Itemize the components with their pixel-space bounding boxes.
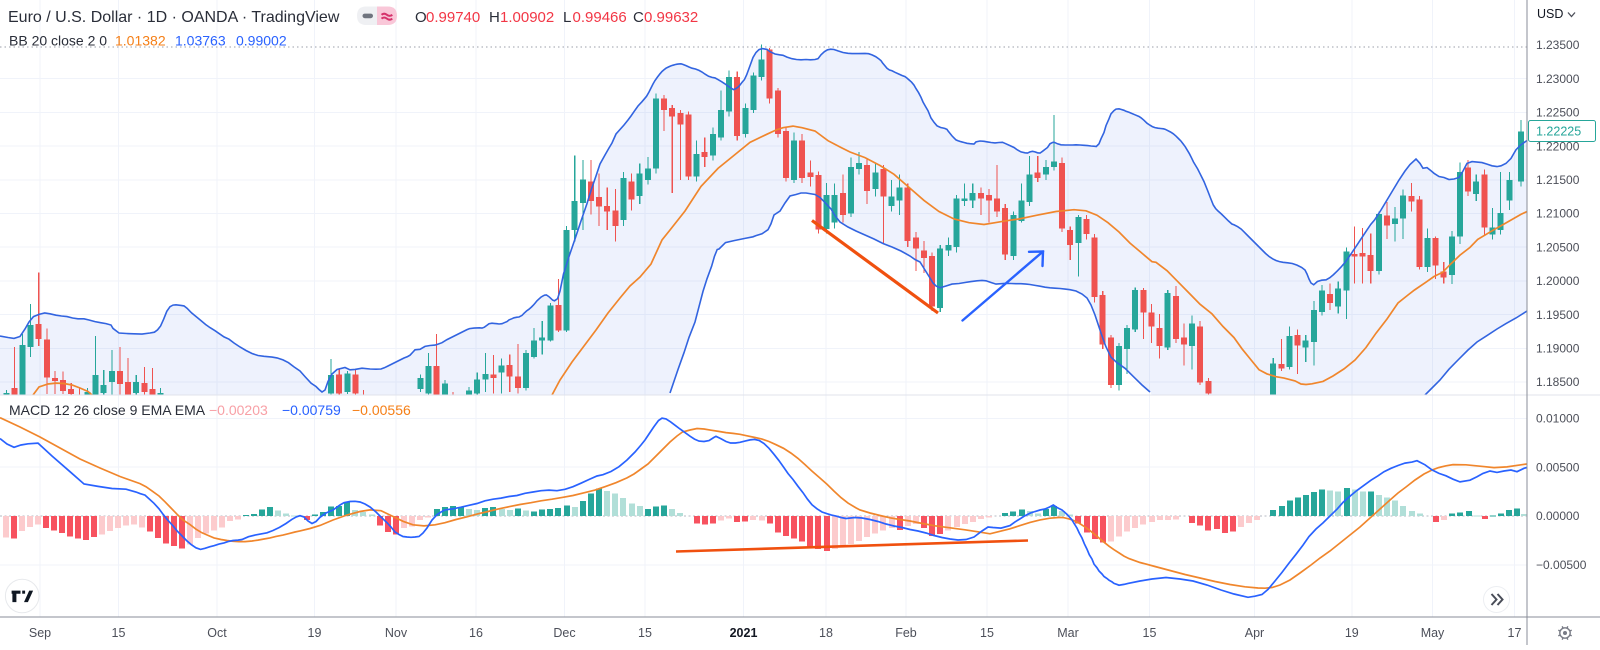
svg-text:1.21500: 1.21500 [1536,173,1580,187]
svg-text:O: O [415,9,427,26]
svg-text:18: 18 [819,626,833,640]
svg-text:Mar: Mar [1057,626,1079,640]
svg-text:1.18500: 1.18500 [1536,375,1580,389]
svg-text:Feb: Feb [895,626,917,640]
svg-text:1.23000: 1.23000 [1536,72,1580,86]
svg-text:15: 15 [112,626,126,640]
svg-text:19: 19 [1345,626,1359,640]
svg-text:1.20500: 1.20500 [1536,240,1580,254]
svg-text:Euro / U.S. Dollar · 1D · OAND: Euro / U.S. Dollar · 1D · OANDA · Tradin… [8,9,340,26]
svg-text:15: 15 [980,626,994,640]
svg-text:1.00902: 1.00902 [500,9,554,26]
svg-text:C: C [633,9,644,26]
svg-text:1.22225: 1.22225 [1536,124,1581,138]
svg-text:Nov: Nov [385,626,408,640]
svg-text:Oct: Oct [207,626,227,640]
svg-text:Sep: Sep [29,626,51,640]
svg-text:17: 17 [1508,626,1522,640]
svg-text:16: 16 [469,626,483,640]
svg-text:L: L [563,9,571,26]
svg-text:MACD 12 26 close 9 EMA EMA: MACD 12 26 close 9 EMA EMA [9,402,206,418]
svg-text:15: 15 [1143,626,1157,640]
svg-text:15: 15 [638,626,652,640]
svg-text:0.99002: 0.99002 [236,33,287,49]
svg-text:0.00000: 0.00000 [1536,509,1580,523]
svg-text:−0.00556: −0.00556 [352,402,411,418]
svg-text:1.22000: 1.22000 [1536,139,1580,153]
svg-text:May: May [1421,626,1445,640]
svg-text:2021: 2021 [730,626,758,640]
svg-text:−0.00759: −0.00759 [282,402,341,418]
svg-text:1.19500: 1.19500 [1536,308,1580,322]
svg-text:19: 19 [308,626,322,640]
svg-text:1.01382: 1.01382 [115,33,166,49]
svg-text:USD: USD [1537,7,1563,21]
svg-text:Dec: Dec [553,626,575,640]
svg-text:0.00500: 0.00500 [1536,460,1580,474]
svg-text:BB 20 close 2 0: BB 20 close 2 0 [9,33,107,49]
svg-text:0.01000: 0.01000 [1536,412,1580,426]
svg-text:1.22500: 1.22500 [1536,106,1580,120]
svg-text:0.99466: 0.99466 [573,9,627,26]
svg-text:1.23500: 1.23500 [1536,38,1580,52]
svg-text:1.03763: 1.03763 [175,33,226,49]
svg-text:1.19000: 1.19000 [1536,342,1580,356]
svg-text:1.20000: 1.20000 [1536,274,1580,288]
svg-text:−0.00203: −0.00203 [209,402,268,418]
svg-text:−0.00500: −0.00500 [1536,558,1587,572]
svg-text:H: H [489,9,500,26]
svg-text:0.99740: 0.99740 [426,9,480,26]
svg-text:0.99632: 0.99632 [644,9,698,26]
svg-text:Apr: Apr [1245,626,1264,640]
svg-text:1.21000: 1.21000 [1536,207,1580,221]
